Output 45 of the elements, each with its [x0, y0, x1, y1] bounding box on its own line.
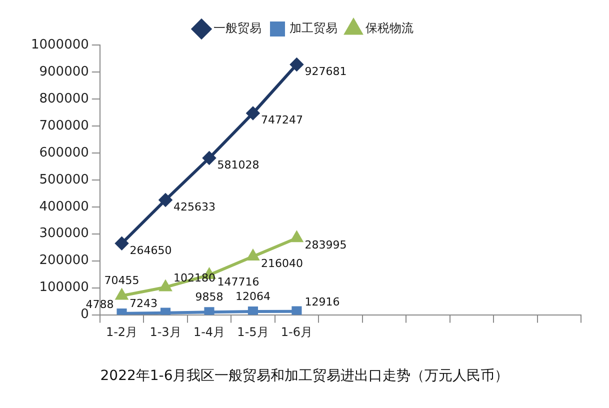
point	[159, 193, 172, 206]
x-tick-label: 1-6月	[280, 325, 313, 340]
data-label: 7243	[130, 297, 158, 310]
data-label: 927681	[304, 64, 347, 78]
legend-label: 加工贸易	[290, 21, 338, 36]
y-tick-label: 1000000	[30, 37, 89, 52]
data-label: 264650	[130, 244, 172, 257]
data-label: 12916	[304, 296, 340, 309]
point	[160, 280, 172, 292]
text: 2022年1-6月我区一般贸易和加工贸易进出口走势（万元人民币）	[100, 368, 509, 384]
x-tick-label: 1-3月	[150, 325, 182, 340]
y-tick-label: 100000	[39, 280, 89, 296]
data-label: 216040	[260, 256, 303, 270]
data-label: 9858	[195, 290, 224, 304]
point	[248, 306, 258, 315]
data-label: 12064	[235, 290, 270, 303]
legend-label: 保税物流	[366, 21, 414, 36]
point	[246, 106, 260, 120]
point	[116, 289, 128, 300]
legend-label: 一般贸易	[214, 21, 262, 36]
point	[204, 307, 214, 315]
y-tick-label: 400000	[39, 199, 89, 214]
point	[290, 232, 303, 242]
y-tick-label: 300000	[39, 226, 89, 242]
point	[290, 58, 304, 72]
y-tick-label: 900000	[39, 64, 89, 80]
y-tick-label: 500000	[39, 172, 89, 188]
x-tick-label: 1-2月	[106, 325, 138, 340]
data-label: 147716	[217, 275, 260, 288]
data-label: 283995	[304, 238, 347, 252]
y-tick-label: 700000	[39, 118, 89, 134]
x-tick-label: 1-5月	[237, 325, 269, 340]
y-tick-label: 200000	[39, 253, 89, 268]
y-tick-label: 0	[80, 307, 89, 322]
point	[247, 250, 259, 261]
point	[115, 236, 128, 250]
data-label: 70455	[104, 274, 140, 288]
point	[202, 152, 216, 165]
x-tick-label: 1-4月	[193, 325, 226, 340]
y-tick-label: 600000	[39, 145, 89, 160]
point	[292, 306, 302, 315]
data-label: 747247	[260, 114, 303, 127]
y-tick-label: 800000	[39, 91, 89, 106]
data-label: 581028	[217, 158, 260, 172]
data-label: 425633	[174, 200, 216, 214]
